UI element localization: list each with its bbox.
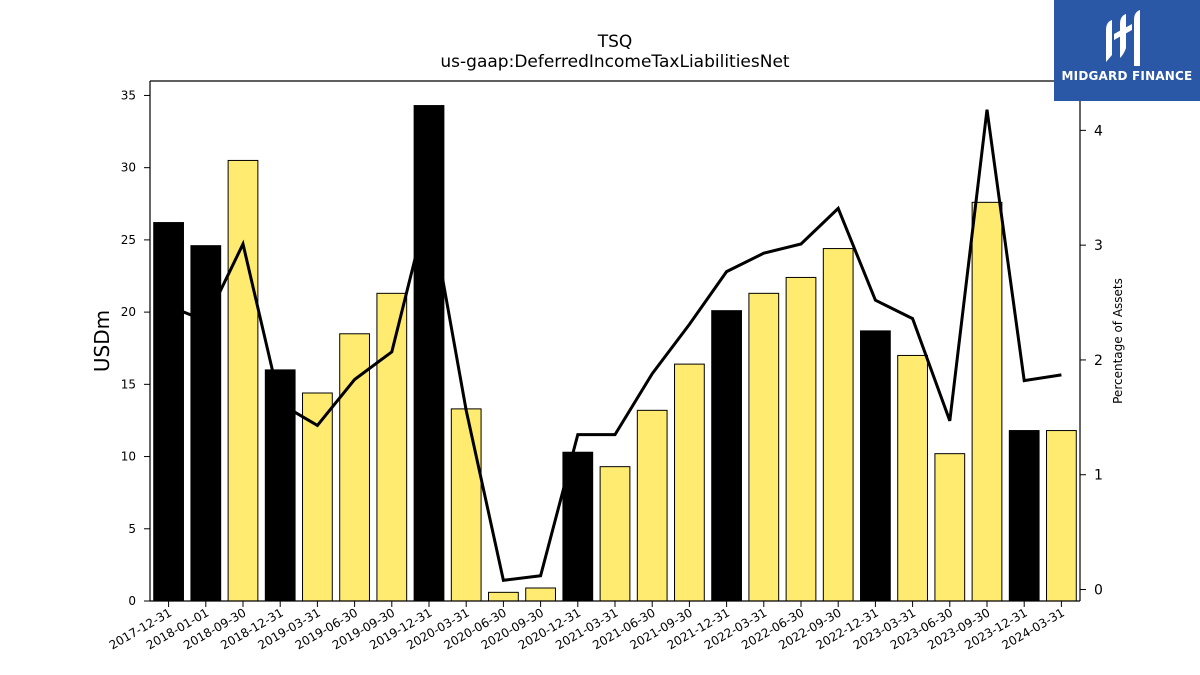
bar-2019-03-31 bbox=[302, 392, 333, 602]
y2-tick-label-4: 4 bbox=[1094, 123, 1103, 139]
bar-2023-03-31 bbox=[897, 354, 928, 602]
y-tick-label-0: 0 bbox=[128, 594, 136, 608]
bar-2024-03-31 bbox=[1046, 430, 1077, 602]
y2-tick-label-3: 3 bbox=[1094, 238, 1103, 254]
series-line-percentage-of-assets bbox=[168, 109, 1062, 582]
midgard-finance-logo: MIDGARD FINANCE bbox=[1054, 0, 1200, 101]
y-tick-label-25: 25 bbox=[121, 233, 136, 247]
bar-2020-03-31 bbox=[450, 408, 482, 602]
y2-tick-label-2: 2 bbox=[1094, 353, 1103, 369]
bar-2022-06-30 bbox=[785, 276, 817, 602]
y2-tick-label-1: 1 bbox=[1094, 468, 1103, 484]
bar-2023-06-30 bbox=[934, 453, 966, 602]
bars-layer bbox=[153, 105, 1077, 602]
line-layer bbox=[168, 109, 1062, 582]
y-tick-label-15: 15 bbox=[121, 377, 136, 391]
chart-title: TSQ bbox=[597, 32, 633, 52]
logo-text: MIDGARD FINANCE bbox=[1061, 69, 1193, 83]
bar-2021-09-30 bbox=[674, 363, 705, 602]
bar-2019-12-31 bbox=[413, 105, 445, 602]
bar-2019-06-30 bbox=[339, 333, 370, 602]
bar-2020-09-30 bbox=[525, 587, 556, 602]
bar-2021-12-31 bbox=[711, 310, 742, 602]
bar-2023-09-30 bbox=[971, 201, 1003, 602]
y2-axis-label: Percentage of Assets bbox=[1111, 278, 1125, 404]
bar-2018-09-30 bbox=[227, 159, 259, 602]
y-tick-label-30: 30 bbox=[121, 161, 136, 175]
bar-2019-09-30 bbox=[376, 292, 408, 602]
bar-2018-01-01 bbox=[190, 245, 222, 602]
y2-tick-label-0: 0 bbox=[1094, 583, 1103, 599]
bar-2022-09-30 bbox=[822, 248, 854, 602]
bar-2022-03-31 bbox=[748, 292, 780, 602]
bar-2021-06-30 bbox=[636, 409, 668, 602]
y-tick-label-35: 35 bbox=[121, 88, 136, 102]
chart-subtitle: us-gaap:DeferredIncomeTaxLiabilitiesNet bbox=[440, 52, 790, 72]
y-tick-label-5: 5 bbox=[128, 522, 136, 536]
bar-2022-12-31 bbox=[860, 330, 891, 602]
bar-2023-12-31 bbox=[1008, 430, 1040, 602]
bar-2017-12-31 bbox=[153, 222, 184, 602]
logo-icon bbox=[1106, 10, 1140, 66]
bar-2020-06-30 bbox=[488, 591, 519, 602]
y-tick-label-10: 10 bbox=[121, 450, 136, 464]
bar-2021-03-31 bbox=[599, 466, 631, 602]
y-tick-label-20: 20 bbox=[121, 305, 136, 319]
y-axis-label: USDm bbox=[90, 310, 114, 372]
